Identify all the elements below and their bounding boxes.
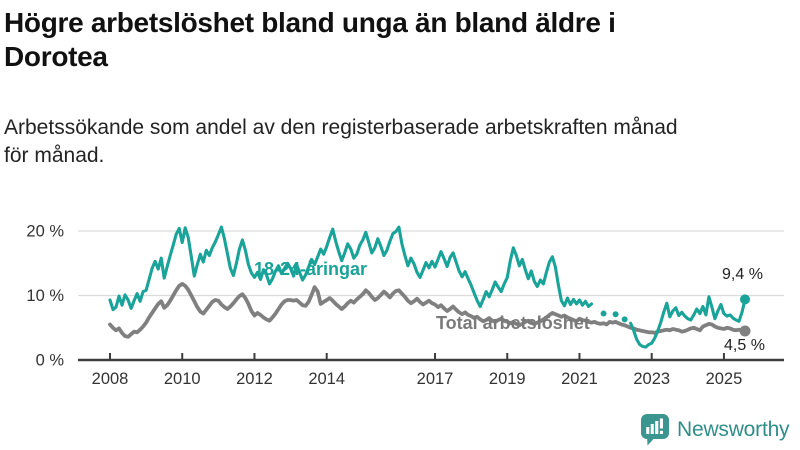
series-line-youth: [108, 225, 594, 312]
newsworthy-logo: Newsworthy: [640, 413, 790, 446]
chart-subtitle: Arbetssökande som andel av den registerb…: [4, 114, 794, 170]
y-tick-label: 10 %: [26, 287, 64, 305]
x-tick-label: 2021: [561, 370, 598, 388]
series-label-youth: 18-24-åringar: [254, 259, 368, 279]
x-tick-label: 2019: [489, 370, 526, 388]
chart-subtitle-line-2: för månad.: [4, 143, 105, 167]
x-tick-label: 2023: [633, 370, 670, 388]
y-tick-label: 20 %: [26, 223, 64, 241]
brand-wordmark: Newsworthy: [677, 417, 790, 441]
isolated-point: [612, 311, 619, 318]
series-line-total: [108, 282, 747, 339]
end-value-total: 4,5 %: [724, 337, 765, 354]
x-tick-label: 2010: [164, 370, 201, 388]
x-tick-label: 2014: [308, 370, 345, 388]
page-title: Högre arbetslöshet bland unga än bland ä…: [4, 6, 784, 73]
page-title-line-1: Högre arbetslöshet bland unga än bland ä…: [4, 7, 616, 38]
end-dot-total: [739, 325, 751, 337]
newsworthy-icon: [641, 414, 669, 446]
chart-subtitle-line-1: Arbetssökande som andel av den registerb…: [4, 116, 678, 139]
series-line-youth: [629, 295, 747, 349]
x-tick-label: 2025: [706, 370, 743, 388]
series-label-total: Total arbetslöshet: [436, 313, 590, 333]
isolated-point: [621, 316, 628, 323]
mini-bar-chart: [646, 421, 659, 434]
end-value-youth: 9,4 %: [722, 266, 763, 283]
end-dot-youth: [740, 294, 750, 305]
exclamation-mark: [659, 418, 663, 434]
speech-bubble-shape: [641, 414, 669, 446]
y-tick-label: 0 %: [36, 352, 65, 370]
x-tick-label: 2017: [417, 370, 454, 388]
isolated-point: [600, 310, 607, 317]
x-tick-label: 2012: [236, 370, 273, 388]
page-title-line-2: Dorotea: [4, 40, 108, 72]
x-tick-label: 2008: [92, 370, 129, 388]
